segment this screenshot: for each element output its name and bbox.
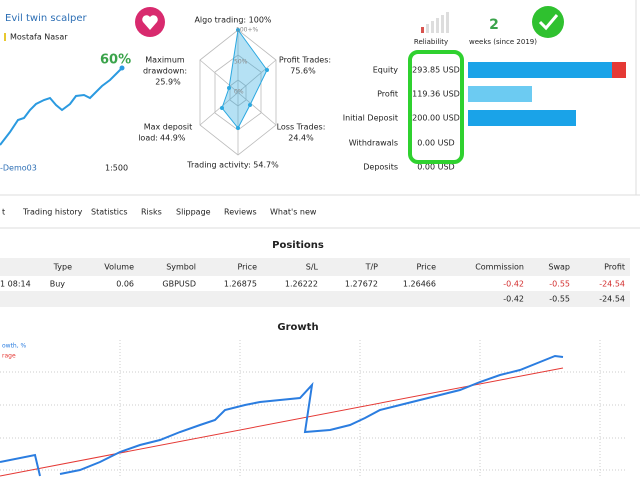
ring: 50% [234,59,248,66]
weeks-count: 2 [489,17,499,33]
reliability: Reliability [414,38,448,46]
balance-value: 0.00 USD [417,139,454,148]
balance-label: Profit [377,90,398,99]
radar-dots [220,28,269,130]
column-header: T/P [365,263,379,272]
mini-growth [0,67,123,146]
growth-grid [0,340,625,476]
tab[interactable]: Trading history [22,208,83,217]
check [538,14,559,31]
reliability-bars [421,12,449,33]
cell: 1.26466 [403,280,436,289]
growth-pct: 60% [100,53,131,68]
radar-label: drawdown: [143,67,187,76]
author[interactable]: Mostafa Nasar [10,33,68,42]
leverage: 1:500 [105,164,128,173]
total-cell: -0.42 [503,295,524,304]
tab[interactable]: t [2,208,5,217]
radar-value: 44.9% [160,134,186,143]
ring: 0% [234,89,244,96]
balance-value: 200.00 USD [412,114,460,123]
radar-value: 75.6% [290,67,316,76]
deposit-bar [468,110,576,126]
column-header: Profit [604,263,625,272]
balance-label: Initial Deposit [343,114,398,123]
column-header: Price [416,263,436,272]
radar-label: Maximum [145,56,185,65]
balance-label: Withdrawals [349,139,398,148]
radar-value: 25.9% [155,78,181,87]
cell: 0.06 [116,280,134,289]
cell: GBPUSD [162,280,196,289]
tab[interactable]: Slippage [176,208,211,217]
account: -Demo03 [0,164,37,173]
growth-title: Growth [277,322,318,333]
balance-value: 0.00 USD [417,163,454,172]
equity-bar [468,62,612,78]
radar-label: load: [138,134,158,143]
positions-title: Positions [272,240,324,251]
column-header: Type [53,263,72,272]
cell: -0.55 [549,280,570,289]
cell: Buy [50,280,66,289]
radar-activity: Trading activity: 54.7% [186,161,279,170]
tab[interactable]: What's new [270,208,317,217]
balance-label: Equity [373,66,399,75]
balance-label: Deposits [363,163,398,172]
cell: 1.26875 [224,280,257,289]
radar-label: Profit Trades: [279,56,331,65]
radar-label: Max deposit [144,123,193,132]
weeks-label: weeks (since 2019) [469,38,537,46]
table-total-bg [0,291,630,307]
column-header: Symbol [166,263,196,272]
legend-average: rage [2,353,16,360]
legend-growth: owth, % [2,343,27,350]
ring: 100+% [236,27,258,34]
growth-line [0,354,564,477]
cell: 1 08:14 [0,280,31,289]
cell: 1.26222 [285,280,318,289]
table-header-bg [0,258,630,276]
tab[interactable]: Statistics [91,208,128,217]
cell: -24.54 [599,280,625,289]
column-header: Volume [104,263,134,272]
balance-value: 293.85 USD [412,66,460,75]
column-header: Price [237,263,257,272]
column-header: S/L [306,263,319,272]
balance-value: 119.36 USD [412,90,460,99]
check-badge [532,6,564,38]
dot [119,65,125,71]
signal-title[interactable]: Evil twin scalper [5,13,87,24]
heart [142,15,158,30]
radar-label: Loss Trades: [277,123,326,132]
radar-algo: Algo trading: 100% [194,16,271,25]
flag [4,33,6,41]
total-cell: -0.55 [549,295,570,304]
profit-bar [468,86,532,102]
radar-value: 24.4% [288,134,314,143]
highlight [408,50,464,164]
column-header: Commission [475,263,524,272]
average-line [0,367,564,477]
cell: -0.42 [503,280,524,289]
equity-bar-loss [612,62,626,78]
total-cell: -24.54 [599,295,625,304]
column-header: Swap [548,263,570,272]
tab[interactable]: Risks [141,208,162,217]
tab[interactable]: Reviews [224,208,257,217]
cell: 1.27672 [345,280,378,289]
